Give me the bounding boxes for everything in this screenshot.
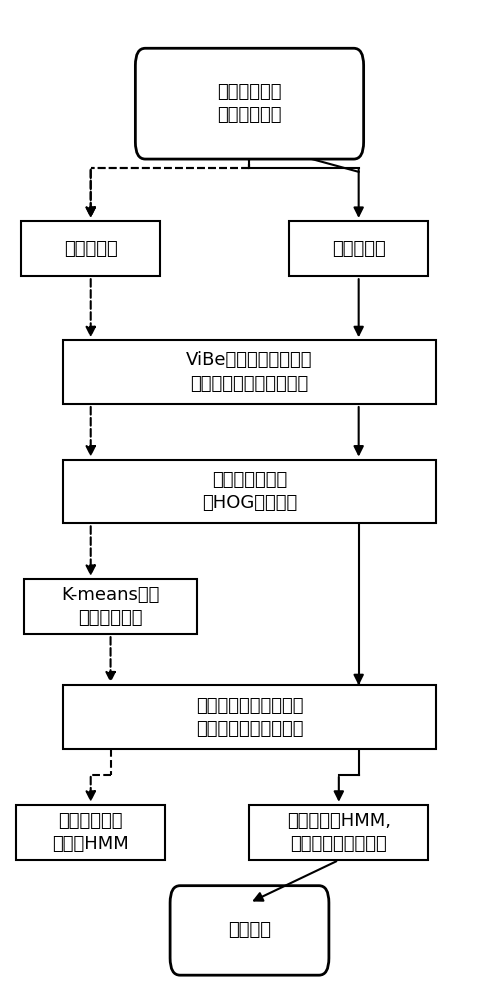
FancyBboxPatch shape xyxy=(16,805,165,860)
FancyBboxPatch shape xyxy=(21,221,160,276)
FancyBboxPatch shape xyxy=(289,221,428,276)
FancyBboxPatch shape xyxy=(63,340,436,404)
Text: 视频测试集: 视频测试集 xyxy=(332,240,386,258)
Text: ViBe场景建模并利用人
体几何信息实现个体分割: ViBe场景建模并利用人 体几何信息实现个体分割 xyxy=(186,351,313,393)
FancyBboxPatch shape xyxy=(24,579,198,634)
Text: 基于视觉共生矩阵序列
方法描述双人交互特征: 基于视觉共生矩阵序列 方法描述双人交互特征 xyxy=(196,697,303,738)
FancyBboxPatch shape xyxy=(63,685,436,749)
FancyBboxPatch shape xyxy=(63,460,436,523)
FancyBboxPatch shape xyxy=(250,805,428,860)
Text: 提取个体分区域
的HOG底层特征: 提取个体分区域 的HOG底层特征 xyxy=(202,471,297,512)
FancyBboxPatch shape xyxy=(135,48,364,159)
Text: 视频训练集: 视频训练集 xyxy=(64,240,118,258)
Text: 利用摄像头获
取视频数据流: 利用摄像头获 取视频数据流 xyxy=(217,83,282,124)
Text: 识别结果: 识别结果 xyxy=(228,921,271,939)
Text: 训练不同交互
行为的HMM: 训练不同交互 行为的HMM xyxy=(52,812,129,853)
Text: K-means聚类
获取视觉词袋: K-means聚类 获取视觉词袋 xyxy=(61,586,160,627)
FancyBboxPatch shape xyxy=(170,886,329,975)
Text: 利用训练的HMM,
对测试视频进行识别: 利用训练的HMM, 对测试视频进行识别 xyxy=(287,812,391,853)
